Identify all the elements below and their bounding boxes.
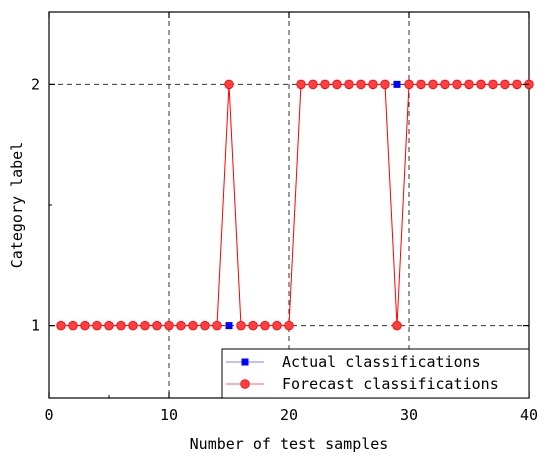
x-tick-label: 20 xyxy=(280,406,298,424)
forecast-point xyxy=(68,320,78,331)
y-axis-title: Category label xyxy=(8,142,26,268)
forecast-point xyxy=(440,79,450,90)
forecast-point xyxy=(260,320,270,331)
forecast-point xyxy=(92,320,102,331)
x-axis-title: Number of test samples xyxy=(190,435,389,453)
legend-circle-marker xyxy=(240,379,250,389)
series-layer xyxy=(56,79,534,331)
forecast-point xyxy=(308,79,318,90)
forecast-point xyxy=(272,320,282,331)
forecast-point xyxy=(296,79,306,90)
x-tick-label: 30 xyxy=(400,406,418,424)
forecast-point xyxy=(284,320,294,331)
forecast-point xyxy=(248,320,258,331)
forecast-series-line xyxy=(61,83,529,327)
actual-point xyxy=(225,322,233,330)
forecast-point xyxy=(236,320,246,331)
legend-label: Forecast classifications xyxy=(282,375,499,393)
forecast-point xyxy=(104,320,114,331)
forecast-point xyxy=(116,320,126,331)
forecast-point xyxy=(464,79,474,90)
forecast-point xyxy=(452,79,462,90)
grid-layer xyxy=(49,12,529,398)
actual-point xyxy=(393,80,401,88)
forecast-point xyxy=(392,320,402,331)
forecast-point xyxy=(224,79,234,90)
forecast-point xyxy=(344,79,354,90)
forecast-point xyxy=(188,320,198,331)
forecast-point xyxy=(356,79,366,90)
forecast-point xyxy=(500,79,510,90)
y-tick-label: 1 xyxy=(31,317,40,335)
legend-box xyxy=(221,348,530,399)
forecast-point xyxy=(200,320,210,331)
y-tick-label: 2 xyxy=(31,75,40,93)
x-tick-label: 0 xyxy=(44,406,53,424)
forecast-point xyxy=(332,79,342,90)
legend-square-marker xyxy=(241,358,249,366)
forecast-point xyxy=(56,320,66,331)
forecast-point xyxy=(476,79,486,90)
forecast-point xyxy=(380,79,390,90)
forecast-point xyxy=(176,320,186,331)
forecast-point xyxy=(152,320,162,331)
forecast-point xyxy=(80,320,90,331)
x-tick-label: 40 xyxy=(520,406,538,424)
forecast-point xyxy=(368,79,378,90)
forecast-point xyxy=(164,320,174,331)
forecast-point xyxy=(488,79,498,90)
forecast-point xyxy=(416,79,426,90)
forecast-point xyxy=(512,79,522,90)
forecast-point xyxy=(140,320,150,331)
forecast-point xyxy=(212,320,222,331)
axes-layer: 0 10 20 30 40 1 2 xyxy=(31,12,538,424)
forecast-point xyxy=(428,79,438,90)
forecast-point xyxy=(128,320,138,331)
x-tick-label: 10 xyxy=(160,406,178,424)
forecast-point xyxy=(320,79,330,90)
forecast-point xyxy=(404,79,414,90)
legend: Actual classifications Forecast classific… xyxy=(221,348,530,399)
legend-label: Actual classifications xyxy=(282,353,481,371)
